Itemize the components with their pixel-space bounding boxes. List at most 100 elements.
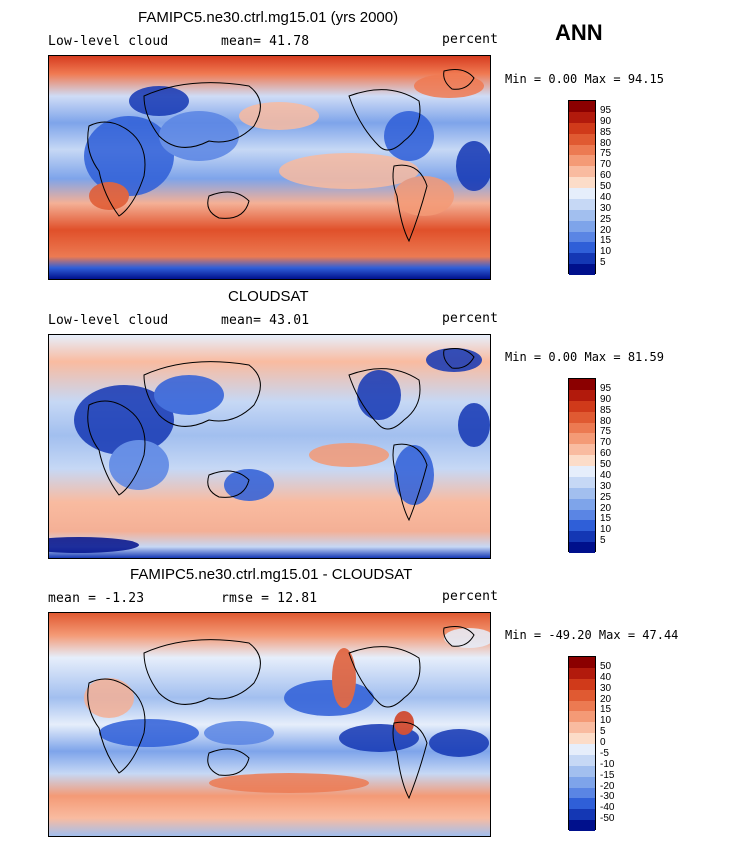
panel-3-mean-label: mean = -1.23 bbox=[48, 591, 145, 606]
colorbar-tick-label: -40 bbox=[600, 802, 615, 814]
panel-1-field bbox=[49, 56, 490, 279]
colorbar-swatch bbox=[569, 411, 595, 423]
colorbar-tick-label: 75 bbox=[600, 148, 612, 160]
colorbar-tick-label: 60 bbox=[600, 448, 612, 460]
colorbar-tick-label: 50 bbox=[600, 181, 612, 192]
colorbar-swatch bbox=[569, 509, 595, 521]
colorbar-swatch bbox=[569, 166, 595, 178]
colorbar-tick-label: -30 bbox=[600, 791, 615, 803]
colorbar-swatch bbox=[569, 144, 595, 156]
colorbar-tick-label: 30 bbox=[600, 480, 612, 492]
panel-2-field bbox=[49, 335, 490, 558]
colorbar-swatch bbox=[569, 722, 595, 734]
colorbar-swatch bbox=[569, 155, 595, 167]
colorbar-tick-label: 30 bbox=[600, 202, 612, 214]
colorbar-tick-label: 20 bbox=[600, 693, 612, 705]
colorbar-tick-label: 70 bbox=[600, 437, 612, 449]
colorbar-tick-label: 15 bbox=[600, 513, 612, 525]
colorbar-swatch bbox=[569, 122, 595, 134]
colorbar-swatch bbox=[569, 433, 595, 445]
colorbar-swatch bbox=[569, 798, 595, 810]
colorbar-tick-label: 40 bbox=[600, 469, 612, 481]
panel-1-units-label: percent bbox=[442, 32, 499, 47]
colorbar-swatch bbox=[569, 700, 595, 712]
colorbar-swatch bbox=[569, 242, 595, 254]
colorbar-swatch bbox=[569, 765, 595, 777]
colorbar-tick-label: 10 bbox=[600, 524, 612, 536]
colorbar-tick-label: 25 bbox=[600, 213, 612, 225]
colorbar-tick-label: 50 bbox=[600, 459, 612, 470]
colorbar-tick-label: 75 bbox=[600, 426, 612, 438]
colorbar-tick-label: 0 bbox=[600, 737, 606, 748]
colorbar-tick-label: 25 bbox=[600, 491, 612, 503]
panel-3-rmse-label: rmse = 12.81 bbox=[221, 591, 318, 606]
colorbar-swatch bbox=[569, 101, 595, 112]
panel-3-field bbox=[49, 613, 490, 836]
colorbar-tick-label: 30 bbox=[600, 682, 612, 694]
panel-3-minmax: Min = -49.20 Max = 47.44 bbox=[505, 628, 679, 642]
colorbar-tick-label: 5 bbox=[600, 726, 606, 738]
colorbar-tick-label: 10 bbox=[600, 246, 612, 258]
colorbar-tick-label: 85 bbox=[600, 404, 612, 416]
panel-3-colorbar-swatches bbox=[568, 656, 596, 831]
panel-1-map bbox=[48, 55, 491, 280]
colorbar-tick-label: -50 bbox=[600, 813, 615, 825]
colorbar-swatch bbox=[569, 466, 595, 477]
colorbar-swatch bbox=[569, 787, 595, 799]
season-label: ANN bbox=[555, 20, 603, 45]
colorbar-swatch bbox=[569, 476, 595, 488]
colorbar-swatch bbox=[569, 744, 595, 755]
colorbar-tick-label: -5 bbox=[600, 747, 609, 759]
colorbar-swatch bbox=[569, 820, 595, 831]
colorbar-swatch bbox=[569, 498, 595, 510]
colorbar-tick-label: 80 bbox=[600, 415, 612, 427]
colorbar-tick-label: 20 bbox=[600, 502, 612, 514]
panel-1-title: FAMIPC5.ne30.ctrl.mg15.01 (yrs 2000) bbox=[138, 9, 399, 26]
panel-1-minmax: Min = 0.00 Max = 94.15 bbox=[505, 72, 664, 86]
colorbar-tick-label: 95 bbox=[600, 104, 612, 116]
colorbar-swatch bbox=[569, 389, 595, 401]
colorbar-tick-label: 50 bbox=[600, 660, 612, 672]
panel-3-title: FAMIPC5.ne30.ctrl.mg15.01 - CLOUDSAT bbox=[130, 566, 413, 583]
colorbar-swatch bbox=[569, 198, 595, 210]
colorbar-swatch bbox=[569, 379, 595, 390]
colorbar-swatch bbox=[569, 209, 595, 221]
colorbar-swatch bbox=[569, 531, 595, 543]
colorbar-swatch bbox=[569, 177, 595, 188]
colorbar-tick-label: 40 bbox=[600, 191, 612, 203]
colorbar-tick-label: 40 bbox=[600, 671, 612, 683]
colorbar-swatch bbox=[569, 520, 595, 532]
panel-2-minmax: Min = 0.00 Max = 81.59 bbox=[505, 350, 664, 364]
colorbar-swatch bbox=[569, 231, 595, 243]
panel-2-variable-label: Low-level cloud bbox=[48, 313, 169, 328]
colorbar-swatch bbox=[569, 422, 595, 434]
colorbar-swatch bbox=[569, 542, 595, 553]
colorbar-swatch bbox=[569, 689, 595, 701]
colorbar-tick-label: 90 bbox=[600, 115, 612, 127]
colorbar-tick-label: -20 bbox=[600, 780, 615, 792]
panel-2-map bbox=[48, 334, 491, 559]
colorbar-swatch bbox=[569, 111, 595, 123]
colorbar-swatch bbox=[569, 809, 595, 821]
colorbar-swatch bbox=[569, 657, 595, 668]
colorbar-tick-label: -15 bbox=[600, 769, 615, 781]
colorbar-tick-label: -10 bbox=[600, 758, 615, 770]
colorbar-swatch bbox=[569, 188, 595, 199]
colorbar-swatch bbox=[569, 754, 595, 766]
panel-2-mean-label: mean= 43.01 bbox=[221, 313, 310, 328]
colorbar-swatch bbox=[569, 667, 595, 679]
panel-1-colorbar-swatches bbox=[568, 100, 596, 275]
colorbar-tick-label: 85 bbox=[600, 126, 612, 138]
panel-2-units-label: percent bbox=[442, 311, 499, 326]
colorbar-tick-label: 10 bbox=[600, 715, 612, 727]
colorbar-tick-label: 95 bbox=[600, 382, 612, 394]
colorbar-swatch bbox=[569, 400, 595, 412]
colorbar-swatch bbox=[569, 711, 595, 723]
colorbar-swatch bbox=[569, 444, 595, 456]
colorbar-swatch bbox=[569, 733, 595, 744]
panel-2-colorbar-swatches bbox=[568, 378, 596, 553]
colorbar-tick-label: 5 bbox=[600, 535, 606, 547]
colorbar-swatch bbox=[569, 133, 595, 145]
colorbar-tick-label: 15 bbox=[600, 704, 612, 716]
colorbar-swatch bbox=[569, 220, 595, 232]
